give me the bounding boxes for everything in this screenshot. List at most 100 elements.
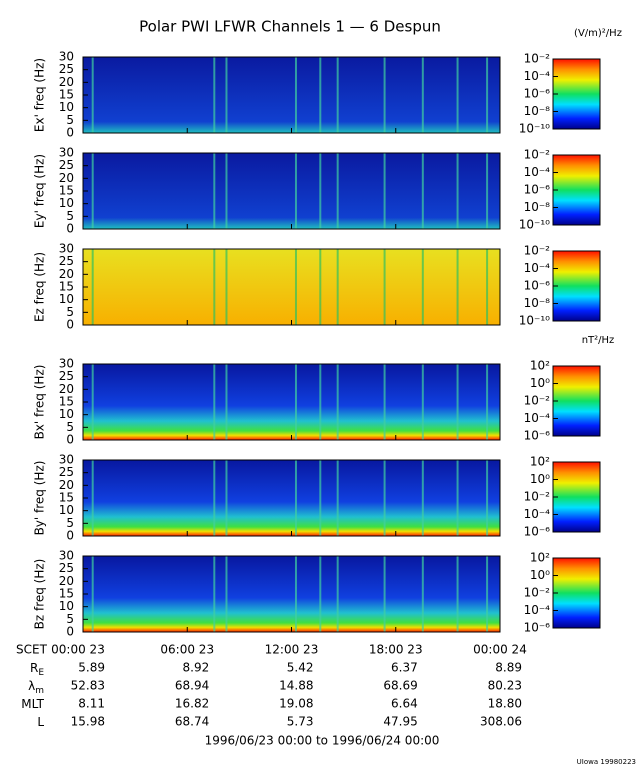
- ephemeris-value: 68.74: [175, 715, 209, 729]
- y-tick-label: 0: [66, 126, 74, 140]
- spectrogram-streak: [456, 249, 459, 325]
- colorbar-tick-label: 10⁻⁴: [524, 603, 551, 617]
- colorbar-tick-label: 10⁻¹⁰: [519, 122, 550, 136]
- spectrogram-streak: [91, 153, 94, 229]
- y-tick-label: 25: [59, 561, 74, 575]
- spectrogram-streak: [336, 249, 339, 325]
- spectrogram-streak: [91, 556, 94, 632]
- y-tick-label: 10: [59, 407, 74, 421]
- colorbar-tick-label: 10⁻²: [524, 52, 551, 66]
- ephemeris-value: 47.95: [383, 715, 417, 729]
- ephemeris-label-main: λ: [28, 679, 35, 693]
- spectrogram-streak: [225, 460, 228, 536]
- y-tick-label: 30: [59, 242, 74, 256]
- spectrogram-streak: [294, 153, 297, 229]
- spectrogram-streak: [486, 460, 489, 536]
- y-tick-label: 15: [59, 587, 74, 601]
- spectrogram-streak: [486, 153, 489, 229]
- ephemeris-label: L: [37, 715, 44, 729]
- ephemeris-value: 14.88: [279, 679, 313, 693]
- colorbar-tick-label: 10⁻⁸: [524, 296, 551, 310]
- colorbar-tick-label: 10⁰: [530, 472, 550, 486]
- spectrogram-streak: [456, 364, 459, 440]
- y-tick-label: 20: [59, 75, 74, 89]
- y-tick-label: 25: [59, 254, 74, 268]
- colorbar: [552, 365, 601, 437]
- spectrogram-streak: [336, 556, 339, 632]
- y-tick-label: 20: [59, 267, 74, 281]
- spectrogram-streak: [213, 153, 216, 229]
- y-tick-label: 0: [66, 318, 74, 332]
- spectrogram-streak: [294, 460, 297, 536]
- y-tick-label: 0: [66, 433, 74, 447]
- y-tick-label: 15: [59, 184, 74, 198]
- colorbar-units: nT²/Hz: [582, 335, 615, 346]
- spectrogram-streak: [319, 57, 322, 133]
- spectrogram-streak: [294, 57, 297, 133]
- colorbar-tick-label: 10⁰: [530, 568, 550, 582]
- ephemeris-label-sub: E: [38, 668, 44, 678]
- y-axis-label: Ey' freq (Hz): [33, 154, 47, 228]
- spectrogram-streak: [383, 249, 386, 325]
- y-tick-label: 30: [59, 549, 74, 563]
- ephemeris-value: 68.94: [175, 679, 209, 693]
- colorbar-tick-label: 10⁻²: [524, 394, 551, 408]
- spectrogram-image: [83, 556, 500, 632]
- spectrogram-streak: [486, 364, 489, 440]
- ephemeris-value: 52.83: [71, 679, 105, 693]
- x-tick-label: 00:00 24: [473, 643, 527, 657]
- ephemeris-value: 19.08: [279, 697, 313, 711]
- spectrogram-streak: [213, 364, 216, 440]
- colorbar: [552, 58, 601, 130]
- y-tick-label: 30: [59, 50, 74, 64]
- y-tick-label: 5: [66, 209, 74, 223]
- colorbar-tick-label: 10⁻⁴: [524, 507, 551, 521]
- colorbar-tick-label: 10⁰: [530, 376, 550, 390]
- spectrogram-streak: [91, 460, 94, 536]
- spectrogram-streak: [383, 57, 386, 133]
- time-axis-label: SCET: [16, 643, 48, 657]
- spectrogram-streak: [486, 57, 489, 133]
- y-axis-label: Bz freq (Hz): [33, 559, 47, 630]
- y-tick-label: 5: [66, 113, 74, 127]
- spectrogram-streak: [421, 460, 424, 536]
- colorbar: [552, 461, 601, 533]
- colorbar-tick-label: 10²: [530, 551, 550, 565]
- colorbar-tick-label: 10⁻²: [524, 148, 551, 162]
- y-tick-label: 25: [59, 62, 74, 76]
- spectrogram-streak: [336, 460, 339, 536]
- spectrogram-streak: [456, 460, 459, 536]
- y-tick-label: 10: [59, 292, 74, 306]
- ephemeris-value: 6.64: [391, 697, 418, 711]
- spectrogram-image: [83, 249, 500, 325]
- colorbar-tick-label: 10⁻⁸: [524, 104, 551, 118]
- ephemeris-value: 5.42: [287, 661, 314, 675]
- spectrogram-streak: [319, 249, 322, 325]
- y-tick-label: 0: [66, 222, 74, 236]
- spectrogram-streak: [336, 153, 339, 229]
- credit: UIowa 19980223: [577, 758, 636, 766]
- ephemeris-value: 80.23: [488, 679, 522, 693]
- spectrogram-streak: [91, 364, 94, 440]
- spectrogram-streak: [91, 57, 94, 133]
- y-tick-label: 5: [66, 420, 74, 434]
- spectrogram-streak: [91, 249, 94, 325]
- y-tick-label: 20: [59, 478, 74, 492]
- spectrogram-streak: [336, 364, 339, 440]
- spectrogram-streak: [486, 249, 489, 325]
- colorbar-tick-label: 10⁻⁶: [524, 429, 551, 443]
- ephemeris-value: 8.11: [78, 697, 105, 711]
- y-tick-label: 15: [59, 280, 74, 294]
- x-tick-label: 12:00 23: [265, 643, 319, 657]
- ephemeris-label: RE: [30, 661, 44, 678]
- spectrogram-streak: [319, 460, 322, 536]
- y-tick-label: 0: [66, 625, 74, 639]
- y-tick-label: 20: [59, 382, 74, 396]
- y-tick-label: 15: [59, 491, 74, 505]
- y-axis-label: Ez freq (Hz): [33, 252, 47, 322]
- ephemeris-value: 68.69: [383, 679, 417, 693]
- colorbar-tick-label: 10⁻⁶: [524, 279, 551, 293]
- y-tick-label: 25: [59, 465, 74, 479]
- colorbar-tick-label: 10²: [530, 359, 550, 373]
- spectrogram-streak: [336, 57, 339, 133]
